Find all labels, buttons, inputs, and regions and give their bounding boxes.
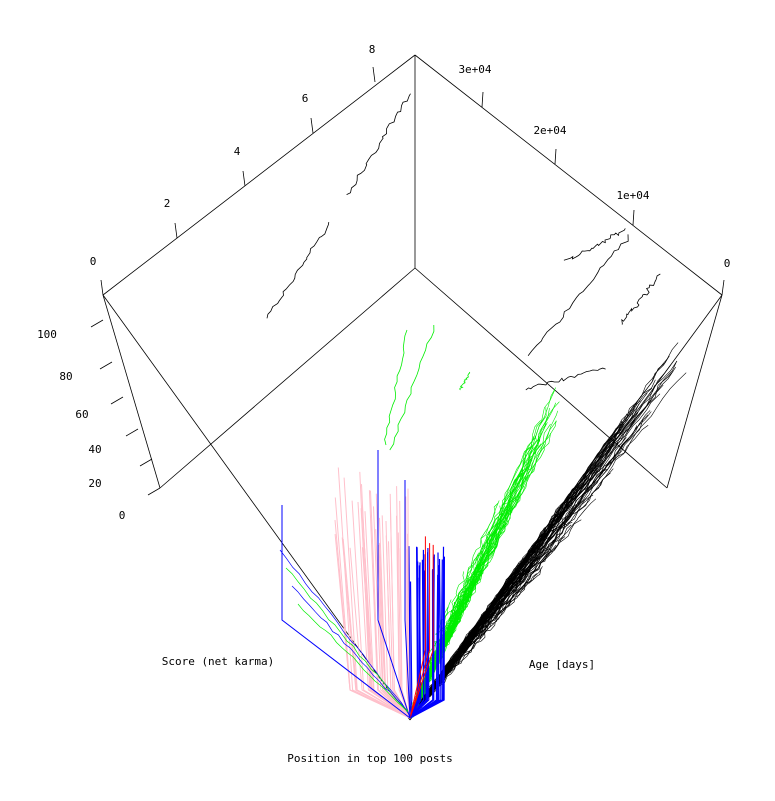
trajectory-line: [409, 470, 530, 719]
position-tick: [90, 319, 104, 328]
position-tick: [110, 396, 124, 405]
trajectory-line: [409, 544, 434, 719]
trajectory-line: [409, 554, 537, 719]
age-tick-label: 2e+04: [533, 124, 566, 137]
score-tick-label: 6: [302, 92, 309, 105]
trajectory-line: [409, 420, 644, 719]
score-tick-label: 0: [90, 255, 97, 268]
position-tick-label: 100: [37, 328, 57, 341]
trajectory-line: [384, 329, 408, 446]
box-edge: [414, 54, 723, 296]
score-tick-label: 2: [164, 197, 171, 210]
position-tick: [147, 487, 161, 496]
age-tick: [632, 209, 635, 226]
axis-ticks: [90, 66, 725, 496]
box-edge: [159, 267, 416, 489]
box-edge: [102, 54, 416, 296]
trajectory-line: [527, 234, 629, 356]
position-tick: [99, 361, 113, 370]
trajectory-lines: [266, 93, 687, 719]
score-tick: [242, 170, 246, 187]
z-axis-title: Position in top 100 posts: [287, 752, 453, 765]
position-tick: [139, 458, 153, 467]
axis-tick-labels: 0 2 4 6 8 0 1e+04 2e+04 3e+04 0 20 40 60…: [37, 43, 730, 522]
position-tick-label: 40: [88, 443, 101, 456]
position-tick-label: 80: [59, 370, 72, 383]
trajectory-line: [377, 450, 411, 719]
trajectory-line: [297, 603, 409, 713]
age-tick-label: 1e+04: [616, 189, 649, 202]
trajectory-line: [285, 567, 409, 712]
trajectory-line: [459, 371, 471, 391]
box-edge: [414, 267, 668, 489]
age-tick-label: 0: [724, 257, 731, 270]
age-tick: [721, 279, 725, 296]
x-axis-title: Score (net karma): [162, 655, 275, 668]
box-edge: [666, 294, 723, 489]
trajectory-line: [409, 536, 426, 719]
age-tick-label: 3e+04: [458, 63, 491, 76]
trajectory-line: [409, 372, 687, 719]
trajectory-line: [621, 273, 661, 325]
bounding-box: [102, 54, 723, 721]
trajectory-line: [409, 556, 435, 719]
trajectory-line: [334, 520, 411, 719]
age-tick: [554, 148, 557, 165]
position-tick-label: 60: [75, 408, 88, 421]
trajectory-line: [409, 423, 624, 719]
trajectory-line: [368, 490, 411, 719]
trajectory-line: [409, 566, 543, 719]
score-tick-label: 8: [369, 43, 376, 56]
score-tick: [174, 222, 178, 239]
axis-titles: Score (net karma) Age [days] Position in…: [162, 655, 595, 765]
trajectory-line: [281, 505, 411, 719]
age-tick: [481, 91, 484, 108]
position-tick-label: 0: [119, 509, 126, 522]
score-tick: [310, 117, 314, 134]
score-tick: [100, 279, 104, 296]
trajectory-line: [266, 222, 330, 319]
trajectory-line: [404, 480, 411, 719]
trajectory-line: [279, 549, 409, 714]
y-axis-title: Age [days]: [529, 658, 595, 671]
trajectory-line: [409, 543, 431, 719]
trajectory-line: [409, 568, 440, 719]
score-tick-label: 4: [234, 145, 241, 158]
trajectory-line: [389, 324, 435, 451]
position-tick-label: 20: [88, 477, 101, 490]
trajectory-line: [563, 228, 626, 261]
box-edge: [102, 294, 161, 489]
score-tick: [372, 66, 376, 83]
trajectory-line: [351, 500, 411, 719]
trajectory-line: [373, 506, 411, 719]
trajectory-line: [291, 585, 409, 713]
trajectory-line: [375, 493, 411, 719]
position-tick: [125, 428, 139, 437]
trajectory-line: [409, 546, 445, 719]
trajectory-line: [409, 562, 421, 719]
trajectory-line: [341, 537, 411, 719]
trajectory-line: [346, 93, 411, 195]
trajectory-line: [525, 367, 606, 391]
trajectory-line: [409, 361, 677, 719]
